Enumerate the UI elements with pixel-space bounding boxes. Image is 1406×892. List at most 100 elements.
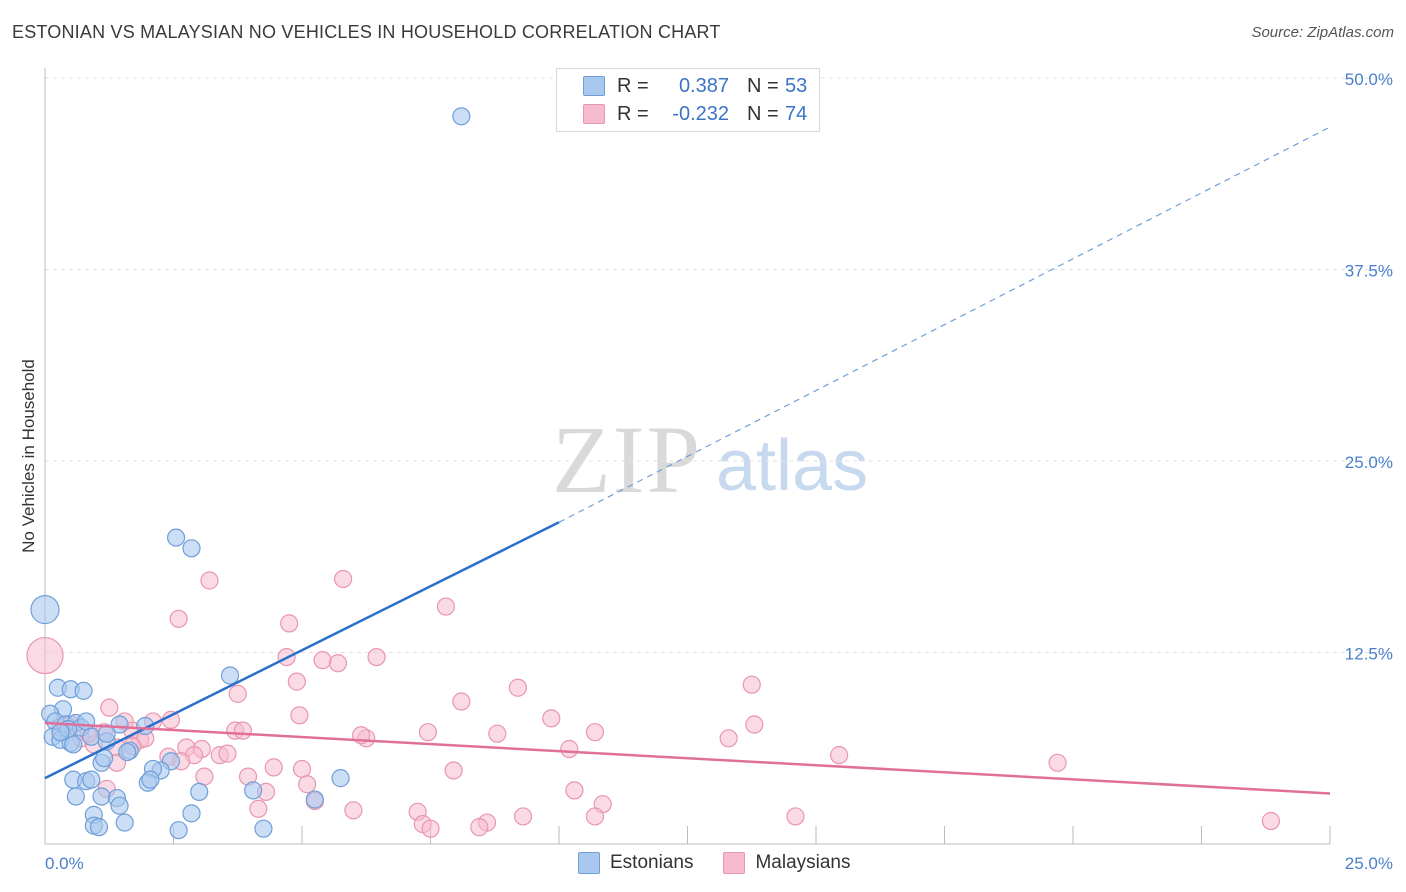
n-label: N = [747, 102, 779, 125]
malaysians-point [786, 807, 805, 826]
r-label: R = [617, 102, 649, 125]
chart-title: ESTONIAN VS MALAYSIAN NO VEHICLES IN HOU… [12, 22, 721, 42]
malaysians-point [542, 709, 561, 728]
malaysians-point [100, 698, 119, 717]
malaysians-point [313, 651, 332, 670]
estonians-point [166, 528, 186, 547]
trend-lines [44, 126, 1331, 795]
malaysians-point [169, 609, 188, 628]
malaysians-point [328, 654, 348, 673]
estonians-point [82, 727, 101, 746]
malaysians-point [830, 746, 849, 765]
x-tick-label: 25.0% [1345, 854, 1393, 873]
malaysians-point [218, 744, 237, 763]
estonians-point [77, 712, 96, 731]
estonians-swatch [583, 76, 605, 96]
malaysians-legend-label: Malaysians [755, 852, 851, 873]
malaysians-point [264, 758, 283, 777]
r-value: -0.232 [672, 102, 729, 125]
watermark-zip: ZIP [552, 406, 702, 513]
malaysians-point [249, 799, 268, 818]
estonians-point [169, 821, 188, 840]
malaysians-point [367, 647, 386, 667]
estonians-point [254, 819, 273, 838]
estonians-point [331, 769, 350, 788]
malaysians-legend-swatch [723, 852, 746, 874]
malaysians-point [26, 636, 64, 675]
estonians-legend-label: Estonians [610, 852, 694, 873]
estonians-point [89, 818, 109, 837]
estonians-point [110, 796, 129, 815]
malaysians-point [513, 807, 533, 826]
malaysians-point [421, 819, 440, 838]
y-tick-label: 37.5% [1345, 262, 1393, 281]
legend-item-malaysians[interactable]: Malaysians [723, 852, 851, 874]
malaysians-point [200, 571, 219, 590]
malaysians-point [560, 739, 579, 759]
malaysians-point [745, 715, 764, 734]
malaysians-point [452, 692, 471, 711]
estonians-point [74, 681, 93, 700]
y-tick-label: 50.0% [1345, 70, 1393, 89]
n-label: N = [747, 74, 779, 97]
y-axis-label: No Vehicles in Household [19, 359, 38, 553]
malaysians-point [280, 614, 299, 633]
malaysians-point [508, 678, 527, 697]
estonians-point [110, 715, 129, 734]
malaysians-point [287, 672, 306, 691]
estonians-legend-swatch [578, 852, 600, 874]
tick-labels: 12.5% 25.0% 37.5% 50.0% 0.0% 25.0% [45, 70, 1393, 873]
malaysians-point [719, 729, 738, 748]
series-legend: Estonians Malaysians [578, 852, 881, 874]
estonians-point [305, 790, 324, 809]
estonians-point [220, 666, 240, 685]
r-label: R = [617, 74, 649, 97]
legend-item-estonians[interactable]: Estonians [578, 852, 693, 874]
watermark-atlas: atlas [716, 426, 868, 506]
estonians-point [190, 782, 209, 802]
malaysians-point [233, 721, 252, 740]
r-value: 0.387 [678, 74, 729, 97]
malaysians-point [334, 569, 353, 589]
malaysians-point [1261, 811, 1280, 831]
estonians-point [51, 723, 70, 742]
estonians-point [141, 770, 160, 789]
y-tick-label: 25.0% [1345, 453, 1393, 472]
malaysians-point [488, 724, 507, 743]
malaysians-point [418, 723, 438, 742]
source-label: Source: ZipAtlas.com [1251, 24, 1394, 41]
malaysians-swatch [583, 104, 605, 124]
gridlines [45, 77, 1392, 653]
malaysians-trend-line [44, 721, 1331, 795]
malaysians-point [228, 684, 247, 703]
malaysians-point [585, 723, 605, 742]
legend-row-estonians: R = 0.387 N = 53 [583, 74, 807, 98]
estonians-point [30, 595, 60, 625]
malaysians-point [1048, 753, 1067, 772]
n-value: 74 [785, 102, 808, 125]
legend-row-malaysians: R = -0.232 N = 74 [583, 102, 807, 126]
malaysians-point [344, 801, 363, 820]
malaysians-point [195, 767, 214, 786]
malaysians-points [26, 569, 1280, 838]
estonians-point [118, 742, 137, 762]
malaysians-point [161, 710, 181, 730]
x-tick-label: 0.0% [45, 854, 84, 873]
estonians-point [92, 787, 111, 806]
malaysians-point [298, 775, 317, 794]
malaysians-point [290, 706, 309, 725]
estonians-point [182, 804, 201, 823]
estonians-point [244, 781, 263, 800]
malaysians-point [470, 818, 489, 837]
malaysians-point [444, 761, 463, 780]
malaysians-point [292, 759, 312, 779]
malaysians-point [585, 807, 605, 826]
n-value: 53 [785, 74, 808, 97]
malaysians-point [742, 675, 761, 694]
estonians-trend-line [44, 521, 560, 780]
malaysians-point [436, 597, 456, 616]
estonians-point [115, 813, 134, 832]
estonians-point [182, 539, 201, 558]
estonians-trend-extension [558, 126, 1331, 523]
